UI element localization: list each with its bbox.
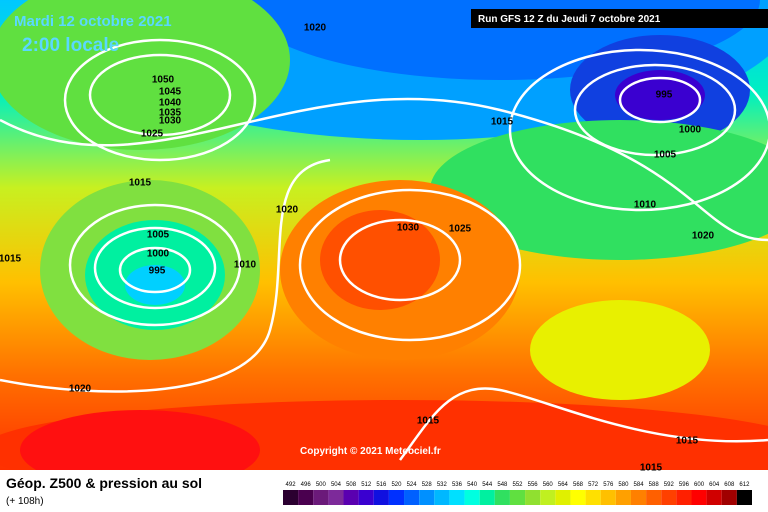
isobar-label: 1035	[159, 108, 182, 119]
isobar-label: 1025	[141, 129, 164, 140]
isobar-label: 1030	[159, 116, 182, 127]
colorbar-cell	[343, 490, 359, 505]
copyright: Copyright © 2021 Meteociel.fr	[300, 446, 441, 457]
colorbar-cell	[600, 490, 616, 505]
colorbar-cell	[676, 490, 692, 505]
isobar-label: 1015	[129, 178, 152, 189]
isobar-label: 1015	[417, 416, 440, 427]
isobar-label: 1010	[634, 200, 657, 211]
colorbar-label: 592	[664, 482, 675, 488]
colorbar-cell	[328, 490, 344, 505]
isobar-label: 1020	[304, 23, 327, 34]
colorbar-cell	[646, 490, 662, 505]
colorbar-label: 552	[512, 482, 523, 488]
colorbar-label: 540	[467, 482, 478, 488]
colorbar-cell	[298, 490, 314, 505]
isobar-label: 995	[149, 266, 166, 277]
colorbar-label: 528	[422, 482, 433, 488]
isobar-label: 1020	[692, 231, 715, 242]
colorbar-label: 504	[331, 482, 342, 488]
run-label: Run GFS 12 Z du Jeudi 7 octobre 2021	[478, 14, 661, 25]
isobar-label: 1015	[0, 254, 22, 265]
colorbar-cell	[525, 490, 541, 505]
colorbar-label: 568	[573, 482, 584, 488]
colorbar-label: 564	[558, 482, 569, 488]
colorbar-label: 532	[437, 482, 448, 488]
colorbar-label: 576	[603, 482, 614, 488]
isobar-label: 1015	[491, 117, 514, 128]
colorbar-cell	[661, 490, 677, 505]
isobars	[0, 38, 768, 461]
colorbar-cell	[736, 490, 752, 505]
colorbar-label: 596	[679, 482, 690, 488]
date: Mardi 12 octobre 2021	[14, 13, 172, 30]
colorbar-label: 544	[482, 482, 493, 488]
isobar-label: 1040	[159, 98, 182, 109]
isobar-label: 1005	[147, 230, 170, 241]
colorbar-cell	[313, 490, 329, 505]
colorbar-label: 612	[739, 482, 750, 488]
isobar-label: 1015	[676, 436, 699, 447]
colorbar-label: 556	[528, 482, 539, 488]
colorbar-label: 560	[543, 482, 554, 488]
colorbar-cell	[419, 490, 435, 505]
isobar-label: 1030	[397, 223, 420, 234]
colorbar-cell	[706, 490, 722, 505]
colorbar-cell	[494, 490, 510, 505]
colorbar-label: 580	[618, 482, 629, 488]
colorbar-label: 608	[724, 482, 735, 488]
isobar-label: 1020	[69, 384, 92, 395]
colorbar-label: 496	[301, 482, 312, 488]
isobar-label: 1000	[679, 125, 702, 136]
colorbar-label: 520	[391, 482, 402, 488]
colorbar-cell	[615, 490, 631, 505]
colorbar-label: 600	[694, 482, 705, 488]
colorbar-label: 500	[316, 482, 327, 488]
colorbar-cell	[358, 490, 374, 505]
colorbar-label: 492	[286, 482, 297, 488]
colorbar-cell	[540, 490, 556, 505]
colorbar-label: 584	[634, 482, 645, 488]
colorbar-cell	[283, 490, 299, 505]
colorbar-cell	[464, 490, 480, 505]
colorbar-cell	[585, 490, 601, 505]
isobar-label: 995	[656, 90, 673, 101]
isobar-label: 1005	[654, 150, 677, 161]
isobar-label: 1015	[640, 463, 663, 474]
isobar-label: 1025	[449, 224, 472, 235]
isobar-label: 1000	[147, 249, 170, 260]
isobar-label: 1020	[276, 205, 299, 216]
colorbar-label: 508	[346, 482, 357, 488]
isobar-label: 1050	[152, 75, 175, 86]
colorbar-cell	[570, 490, 586, 505]
colorbar-cell	[555, 490, 571, 505]
local-time: 2:00 locale	[22, 35, 119, 56]
colorbar-cell	[691, 490, 707, 505]
colorbar-cell	[509, 490, 526, 505]
lead-time: (+ 108h)	[6, 496, 44, 507]
isobar-label: 1010	[234, 260, 257, 271]
colorbar-cell	[373, 490, 389, 505]
colorbar-cell	[721, 490, 737, 505]
isobar-label: 1045	[159, 87, 182, 98]
colorbar-label: 548	[497, 482, 508, 488]
colorbar-cell	[434, 490, 450, 505]
colorbar-cell	[404, 490, 420, 505]
colorbar-label: 572	[588, 482, 599, 488]
colorbar-label: 536	[452, 482, 463, 488]
run-banner	[471, 9, 768, 28]
colorbar-label: 516	[376, 482, 387, 488]
colorbar-label: 512	[361, 482, 372, 488]
colorbar-cell	[630, 490, 647, 505]
colorbar-label: 524	[407, 482, 418, 488]
footer-title: Géop. Z500 & pression au sol	[6, 475, 202, 491]
colorbar-label: 588	[649, 482, 660, 488]
colorbar-cell	[449, 490, 465, 505]
field	[0, 0, 768, 470]
colorbar-cell	[388, 490, 405, 505]
colorbar-cell	[479, 490, 495, 505]
colorbar-label: 604	[709, 482, 720, 488]
